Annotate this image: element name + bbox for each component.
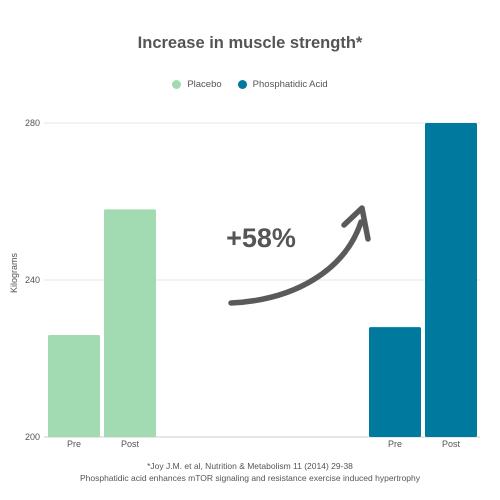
citation-footnote: *Joy J.M. et al, Nutrition & Metabolism … (147, 461, 353, 471)
y-tick-label: 240 (25, 275, 40, 285)
legend-swatch-phosphatidic-acid (237, 80, 247, 89)
legend-item-phosphatidic-acid[interactable]: Phosphatidic Acid (237, 79, 328, 90)
legend: Placebo Phosphatidic Acid (0, 79, 500, 90)
legend-label-phosphatidic-acid: Phosphatidic Acid (252, 79, 328, 90)
trend-arrowhead-icon (341, 205, 371, 242)
trend-arrow-icon (228, 219, 364, 306)
legend-item-placebo[interactable]: Placebo (172, 79, 222, 90)
legend-swatch-placebo (172, 80, 182, 89)
caption-footnote: Phosphatidic acid enhances mTOR signalin… (79, 473, 421, 483)
bar-phosphatidic-acid-post (425, 123, 477, 437)
y-axis-label: Kilograms (9, 252, 19, 293)
x-tick-label: Pre (388, 439, 402, 449)
legend-label-placebo: Placebo (187, 79, 222, 90)
x-tick-label: Post (442, 439, 461, 449)
chart-title: Increase in muscle strength* (137, 34, 363, 52)
increase-annotation: +58% (226, 223, 296, 253)
y-tick-label: 280 (25, 118, 40, 128)
y-tick-label: 200 (25, 432, 40, 442)
x-tick-label: Post (121, 439, 140, 449)
bar-phosphatidic-acid-pre (369, 327, 421, 437)
bar-placebo-post (104, 209, 156, 437)
x-tick-label: Pre (67, 439, 81, 449)
bar-placebo-pre (48, 334, 100, 437)
